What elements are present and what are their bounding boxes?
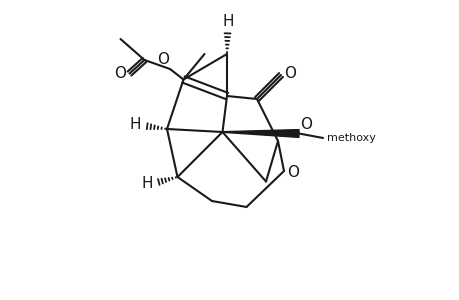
Text: O: O — [157, 52, 168, 67]
Text: H: H — [141, 176, 152, 191]
Text: methoxy: methoxy — [326, 133, 375, 143]
Text: O: O — [300, 117, 312, 132]
Text: O: O — [114, 66, 126, 81]
Text: H: H — [222, 14, 233, 28]
Text: H: H — [130, 117, 141, 132]
Text: O: O — [287, 165, 299, 180]
Text: O: O — [283, 66, 295, 81]
Polygon shape — [222, 130, 298, 137]
